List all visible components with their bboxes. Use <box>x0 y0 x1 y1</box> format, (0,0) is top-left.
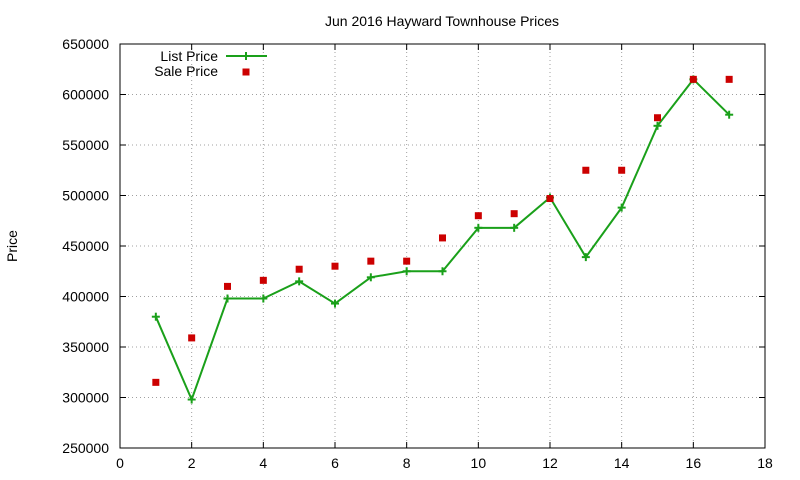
sale-price-point <box>546 195 554 203</box>
list-price-point <box>295 277 304 286</box>
sale-price-point <box>295 265 303 273</box>
sale-price-point <box>510 210 518 218</box>
list-price-point <box>617 203 626 212</box>
y-tick-label: 650000 <box>62 36 109 52</box>
legend: List Price Sale Price <box>154 48 267 79</box>
x-tick-label: 10 <box>471 455 487 471</box>
sale-price-point <box>582 166 590 174</box>
x-tick-label: 16 <box>686 455 702 471</box>
list-price-point <box>331 299 339 308</box>
list-price-point <box>187 395 196 404</box>
sale-price-point <box>403 257 411 265</box>
sale-price-point <box>654 114 661 122</box>
legend-marker-sale-price <box>242 68 250 76</box>
list-price-point <box>438 267 447 276</box>
list-price-point <box>510 223 519 232</box>
chart-title: Jun 2016 Hayward Townhouse Prices <box>325 13 559 29</box>
legend-marker-list-price <box>242 52 250 60</box>
sale-price-point <box>331 262 339 270</box>
y-tick-label: 400000 <box>62 289 109 305</box>
sale-price-point <box>474 212 482 220</box>
list-price-point <box>474 223 483 232</box>
y-axis-label: Price <box>4 230 20 262</box>
series-marks <box>151 75 734 404</box>
sale-price-point <box>259 276 267 284</box>
sale-price-point <box>188 334 196 342</box>
y-tick-label: 300000 <box>62 390 109 406</box>
list-price-point <box>725 110 734 119</box>
x-tick-label: 6 <box>331 455 339 471</box>
grid-lines <box>120 44 765 448</box>
x-tick-label: 0 <box>116 455 124 471</box>
y-tick-label: 350000 <box>62 339 109 355</box>
list-price-point <box>402 267 411 276</box>
legend-label-list-price: List Price <box>160 48 218 64</box>
list-price-point <box>581 253 590 262</box>
x-tick-label: 18 <box>757 455 773 471</box>
y-tick-label: 500000 <box>62 188 109 204</box>
sale-price-point <box>152 378 160 386</box>
plot-frame <box>119 43 766 449</box>
sale-price-point <box>367 257 375 265</box>
tick-labels: 0 2 4 6 8 10 12 14 16 18 250000 300000 350000 400000 4… <box>62 36 773 471</box>
x-tick-label: 4 <box>259 455 267 471</box>
list-price-point <box>366 273 375 282</box>
y-tick-label: 450000 <box>62 238 109 254</box>
sale-price-point <box>439 234 446 242</box>
x-tick-label: 2 <box>188 455 196 471</box>
y-tick-label: 250000 <box>62 440 109 456</box>
sale-price-point <box>618 166 626 174</box>
y-tick-label: 550000 <box>62 137 109 153</box>
list-price-point <box>653 121 662 130</box>
sale-price-point <box>224 282 231 290</box>
list-price-point <box>223 294 232 303</box>
list-price-point <box>259 294 268 303</box>
sale-price-point <box>725 75 733 83</box>
list-price-point <box>151 312 160 321</box>
sale-price-point <box>689 75 697 83</box>
x-tick-label: 12 <box>542 455 558 471</box>
legend-label-sale-price: Sale Price <box>154 63 218 79</box>
x-tick-label: 14 <box>614 455 630 471</box>
x-tick-label: 8 <box>403 455 411 471</box>
y-tick-label: 600000 <box>62 87 109 103</box>
